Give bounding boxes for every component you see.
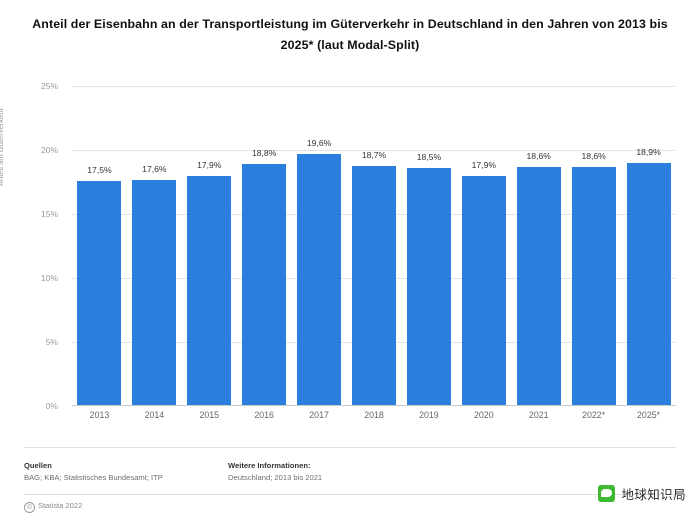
footer-copyright: © Statista 2022 (24, 500, 82, 513)
bar-value-label: 17,9% (197, 159, 222, 170)
y-axis-tick-label: 25% (40, 81, 58, 91)
footer-info: Weitere Informationen: Deutschland; 2013… (228, 460, 322, 484)
y-axis-tick-label: 5% (45, 337, 58, 347)
footer-sources-heading: Quellen (24, 461, 52, 470)
bar-rect[interactable] (242, 164, 287, 405)
bar-value-label: 18,7% (361, 149, 387, 160)
x-axis-tick-label: 2014 (144, 410, 165, 420)
bar-rect[interactable] (297, 154, 342, 405)
x-axis-labels: 2013 2014 2015 2016 2017 2018 2019 2020 2021 2022… (72, 410, 676, 426)
bar-series: 17,5% 17,6% 17,9% 18,8% 19,6% 18,7% 18,5% 17,9%… (72, 86, 676, 406)
bar[interactable]: 19,6% (297, 138, 342, 405)
x-axis-tick-label: 2022* (582, 410, 606, 420)
y-axis-tick-label: 0% (45, 401, 58, 411)
bar-rect[interactable] (461, 175, 506, 405)
x-axis-line (72, 405, 676, 406)
watermark: 地球知识局 (598, 484, 686, 503)
footer-sources: Quellen BAG; KBA; Statistisches Bundesam… (24, 460, 163, 484)
y-axis-tick-label: 20% (40, 145, 58, 155)
grid-line (72, 86, 676, 87)
watermark-logo-icon (598, 485, 616, 502)
bar[interactable]: 18,5% (406, 152, 451, 405)
bar-rect[interactable] (77, 181, 122, 405)
bar-rect[interactable] (626, 163, 671, 405)
bar[interactable]: 17,5% (77, 165, 122, 405)
x-axis-tick-label: 2016 (254, 410, 274, 420)
y-axis-tick-label: 10% (40, 273, 58, 283)
footer-divider-bottom (24, 494, 676, 495)
bar-rect[interactable] (571, 166, 616, 405)
bar-rect[interactable] (516, 166, 561, 405)
bar-value-label: 17,9% (471, 159, 496, 170)
x-axis-tick-label: 2018 (364, 410, 384, 420)
bar[interactable]: 18,6% (516, 151, 561, 405)
y-axis-labels: 0% 5% 10% 15% 20% 25% (0, 81, 66, 411)
bar-rect[interactable] (406, 168, 451, 405)
x-axis-tick-label: 2019 (419, 410, 439, 420)
footer-divider-top (24, 447, 676, 448)
footer-info-text: Deutschland; 2013 bis 2021 (228, 473, 323, 482)
bar-rect[interactable] (187, 175, 232, 405)
bar-value-label: 17,5% (87, 165, 112, 175)
bar-value-label: 17,6% (142, 163, 167, 174)
bar[interactable]: 18,9% (626, 147, 671, 405)
bar[interactable]: 18,7% (352, 150, 396, 405)
footer-sources-text: BAG; KBA; Statistisches Bundesamt; ITP (24, 473, 163, 482)
x-axis-tick-label: 2013 (89, 410, 110, 420)
bar[interactable]: 17,9% (461, 160, 506, 405)
y-axis-tick-label: 15% (40, 209, 58, 219)
footer-info-heading: Weitere Informationen: (228, 461, 311, 470)
bar-value-label: 18,9% (636, 147, 661, 158)
bar[interactable]: 18,6% (571, 151, 616, 405)
bar-value-label: 18,8% (251, 148, 277, 159)
chart-title: Anteil der Eisenbahn an der Transportlei… (32, 17, 668, 52)
bar[interactable]: 18,8% (242, 148, 287, 405)
x-axis-tick-label: 2025* (637, 410, 661, 420)
copyright-icon: © (24, 502, 35, 513)
bar[interactable]: 17,9% (187, 160, 232, 405)
bar-value-label: 18,5% (416, 152, 442, 163)
x-axis-tick-label: 2020 (474, 410, 494, 420)
x-axis-tick-label: 2015 (199, 410, 220, 420)
bar-value-label: 18,6% (526, 150, 551, 161)
x-axis-tick-label: 2017 (309, 410, 329, 420)
y-axis-title: Anteil am Güterverkehr (0, 107, 5, 186)
x-axis-tick-label: 2021 (528, 410, 549, 420)
bar-value-label: 19,6% (306, 138, 332, 149)
watermark-text: 地球知识局 (621, 488, 686, 502)
bar[interactable]: 17,6% (132, 164, 177, 405)
grid-line (72, 150, 676, 151)
footer-copyright-text: Statista 2022 (38, 501, 83, 510)
bar-value-label: 18,6% (581, 150, 606, 161)
bar-rect[interactable] (352, 165, 396, 405)
bar-rect[interactable] (132, 179, 177, 405)
